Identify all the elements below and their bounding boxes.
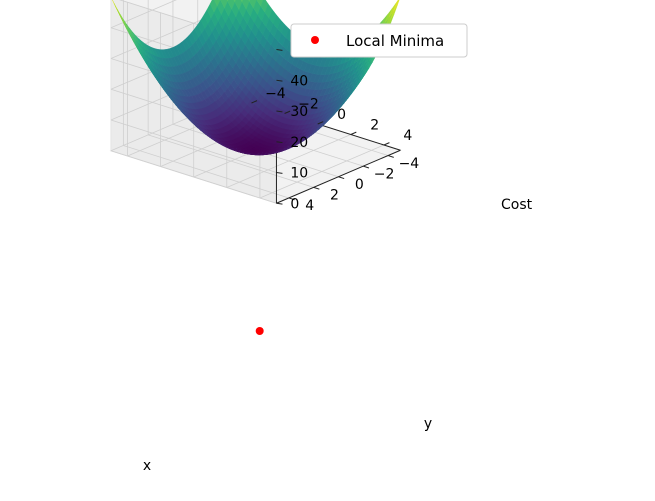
z-tick-label: 0	[290, 196, 299, 212]
y-tick-label: 4	[305, 198, 314, 214]
x-tick-mark	[350, 131, 357, 135]
grid-line-y-floor	[148, 134, 314, 188]
z-tick-label: 10	[290, 166, 308, 182]
legend-label: Local Minima	[346, 32, 444, 50]
x-tick-mark	[251, 100, 258, 104]
z-tick-mark	[276, 79, 283, 82]
z-tick-label: 40	[290, 73, 308, 89]
y-tick-mark	[313, 186, 320, 190]
x-axis-label: x	[143, 458, 151, 474]
grid-line-z-back	[110, 150, 277, 204]
minima-points	[255, 327, 264, 335]
x-tick-mark	[317, 121, 324, 125]
grid-line-y-floor	[123, 145, 289, 199]
legend: Local Minima	[290, 23, 468, 58]
x-tick-label: −2	[298, 96, 319, 112]
grid-line-z-wall	[110, 0, 177, 29]
local-minima-point	[255, 327, 264, 335]
y-tick-mark	[338, 176, 345, 180]
z-tick-mark	[276, 172, 283, 174]
legend-marker	[311, 36, 319, 44]
y-axis-label: y	[424, 416, 432, 432]
x-tick-label: 0	[337, 107, 346, 123]
grid-line-z-back	[110, 119, 277, 173]
y-tick-label: −2	[374, 166, 395, 182]
x-tick-label: −4	[265, 86, 286, 102]
y-tick-label: 0	[355, 177, 364, 193]
x-tick-label: 2	[370, 117, 379, 133]
z-tick-label: 20	[290, 135, 308, 151]
x-tick-mark	[284, 110, 291, 114]
z-axis-label: Cost	[501, 197, 533, 213]
z-tick-mark	[276, 141, 283, 144]
surface-patch	[393, 0, 400, 12]
z-tick-mark	[276, 202, 283, 205]
y-tick-mark	[387, 155, 394, 158]
cost-surface	[112, 0, 400, 156]
y-tick-label: 2	[330, 188, 339, 204]
y-tick-mark	[288, 197, 295, 201]
y-tick-mark	[363, 165, 370, 169]
z-tick-mark	[276, 49, 283, 51]
z-tick-label: 30	[290, 104, 308, 120]
legend-frame	[290, 23, 468, 58]
z-tick-mark	[276, 110, 283, 113]
y-tick-label: −4	[399, 156, 420, 172]
x-tick-label: 4	[403, 128, 412, 144]
x-tick-mark	[383, 142, 390, 146]
